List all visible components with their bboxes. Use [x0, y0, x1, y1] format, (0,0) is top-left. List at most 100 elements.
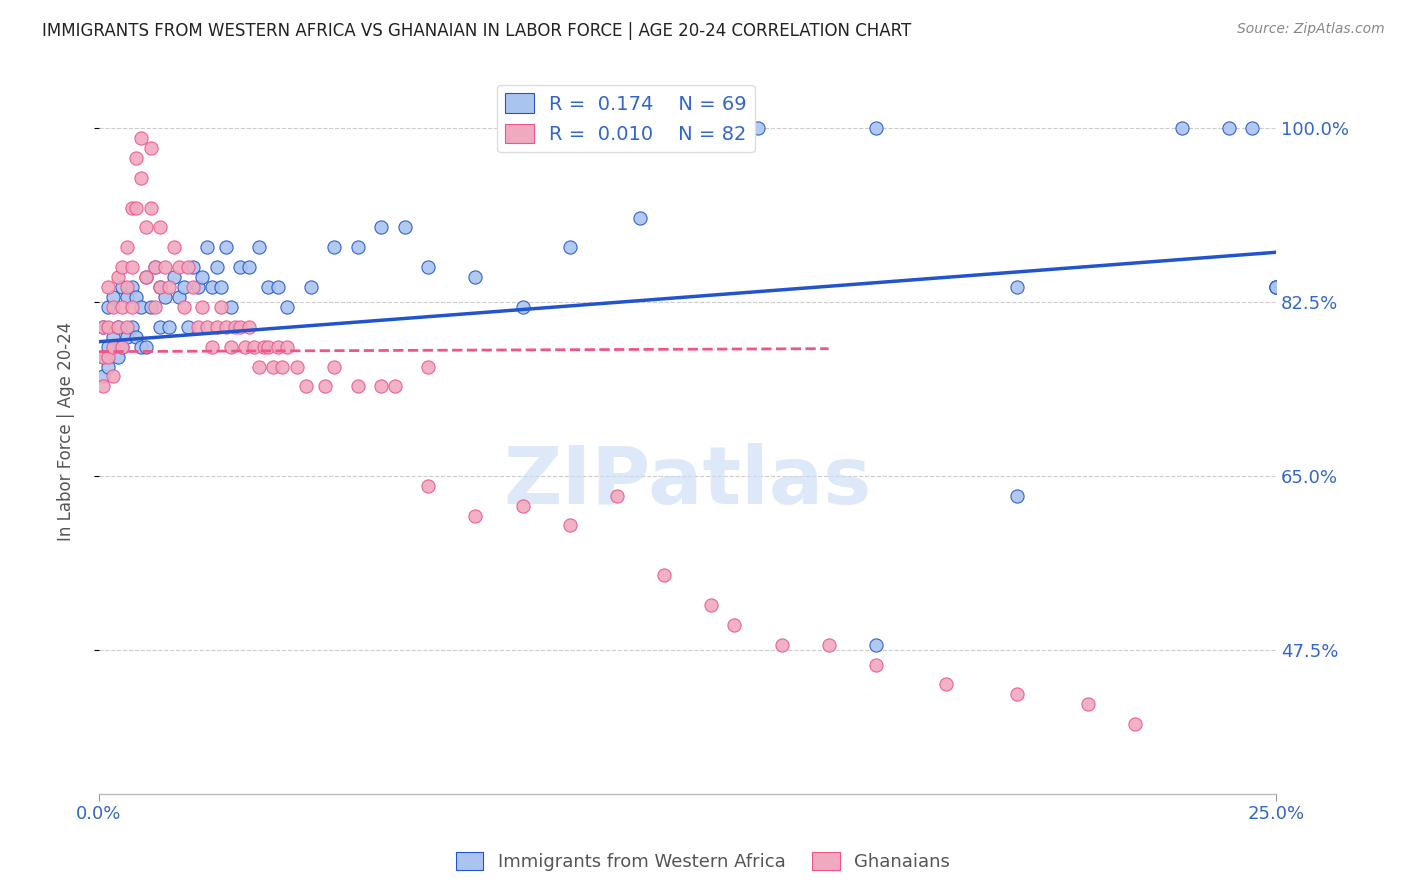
Point	[865, 657, 887, 672]
Y-axis label: In Labor Force | Age 20-24: In Labor Force | Age 20-24	[58, 321, 75, 541]
Point	[817, 638, 839, 652]
Point	[215, 319, 238, 334]
Point	[111, 340, 134, 354]
Point	[247, 359, 270, 374]
Point	[418, 479, 440, 493]
Point	[512, 300, 534, 314]
Point	[97, 350, 120, 364]
Point	[129, 300, 152, 314]
Point	[121, 319, 143, 334]
Point	[1265, 280, 1288, 294]
Point	[323, 359, 346, 374]
Text: ZIPatlas: ZIPatlas	[503, 442, 872, 521]
Point	[276, 340, 298, 354]
Point	[747, 121, 769, 136]
Point	[135, 270, 157, 285]
Point	[107, 350, 129, 364]
Point	[1005, 489, 1028, 503]
Point	[215, 240, 238, 254]
Point	[187, 280, 209, 294]
Point	[101, 340, 124, 354]
Point	[107, 319, 129, 334]
Point	[652, 568, 675, 582]
Point	[149, 220, 172, 235]
Point	[97, 340, 120, 354]
Point	[97, 300, 120, 314]
Point	[464, 270, 486, 285]
Point	[346, 240, 368, 254]
Point	[229, 260, 252, 275]
Point	[93, 350, 115, 364]
Point	[177, 319, 200, 334]
Point	[262, 359, 284, 374]
Point	[233, 340, 256, 354]
Point	[143, 260, 166, 275]
Point	[229, 319, 252, 334]
Text: IMMIGRANTS FROM WESTERN AFRICA VS GHANAIAN IN LABOR FORCE | AGE 20-24 CORRELATIO: IMMIGRANTS FROM WESTERN AFRICA VS GHANAI…	[42, 22, 911, 40]
Point	[1077, 698, 1099, 712]
Point	[606, 489, 628, 503]
Point	[101, 369, 124, 384]
Point	[1241, 121, 1264, 136]
Point	[111, 260, 134, 275]
Point	[323, 240, 346, 254]
Point	[285, 359, 308, 374]
Point	[191, 300, 214, 314]
Point	[271, 359, 294, 374]
Point	[167, 260, 190, 275]
Point	[149, 280, 172, 294]
Point	[107, 319, 129, 334]
Point	[628, 211, 651, 225]
Point	[129, 170, 152, 185]
Point	[121, 260, 143, 275]
Point	[93, 379, 115, 393]
Point	[865, 121, 887, 136]
Legend: Immigrants from Western Africa, Ghanaians: Immigrants from Western Africa, Ghanaian…	[449, 845, 957, 879]
Point	[1171, 121, 1194, 136]
Point	[111, 280, 134, 294]
Point	[135, 270, 157, 285]
Point	[1005, 687, 1028, 701]
Point	[935, 677, 957, 691]
Point	[267, 340, 290, 354]
Point	[370, 220, 392, 235]
Point	[139, 201, 162, 215]
Point	[1265, 280, 1288, 294]
Point	[167, 290, 190, 304]
Point	[93, 350, 115, 364]
Point	[243, 340, 266, 354]
Point	[205, 260, 228, 275]
Point	[181, 280, 204, 294]
Point	[129, 340, 152, 354]
Point	[418, 359, 440, 374]
Point	[295, 379, 318, 393]
Point	[700, 598, 723, 612]
Point	[125, 201, 148, 215]
Point	[267, 280, 290, 294]
Point	[97, 359, 120, 374]
Legend: R =  0.174    N = 69, R =  0.010    N = 82: R = 0.174 N = 69, R = 0.010 N = 82	[496, 86, 755, 152]
Point	[135, 340, 157, 354]
Point	[101, 300, 124, 314]
Point	[1005, 280, 1028, 294]
Point	[276, 300, 298, 314]
Point	[418, 260, 440, 275]
Point	[115, 329, 138, 343]
Point	[143, 300, 166, 314]
Point	[181, 260, 204, 275]
Point	[252, 340, 274, 354]
Point	[163, 240, 186, 254]
Point	[153, 290, 176, 304]
Point	[257, 340, 280, 354]
Point	[129, 131, 152, 145]
Point	[111, 340, 134, 354]
Point	[125, 290, 148, 304]
Point	[139, 300, 162, 314]
Point	[125, 151, 148, 165]
Point	[115, 240, 138, 254]
Text: Source: ZipAtlas.com: Source: ZipAtlas.com	[1237, 22, 1385, 37]
Point	[1218, 121, 1240, 136]
Point	[93, 319, 115, 334]
Point	[558, 518, 581, 533]
Point	[121, 280, 143, 294]
